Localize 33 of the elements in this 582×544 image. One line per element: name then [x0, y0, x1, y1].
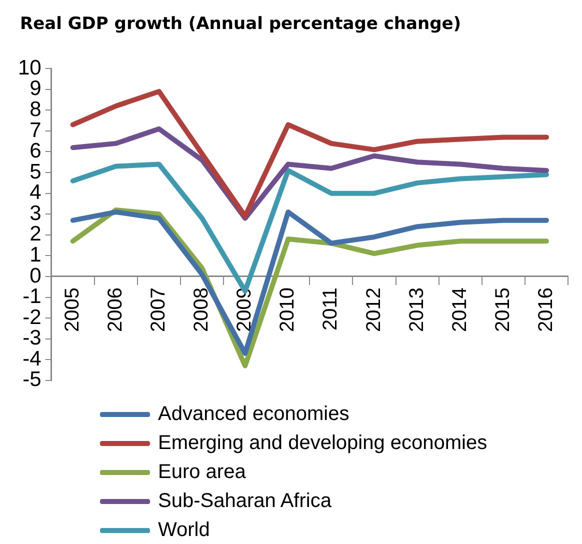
x-tick-label: 2011	[320, 287, 342, 330]
legend-label: Sub-Saharan Africa	[158, 490, 332, 513]
y-tick-label: 8	[30, 98, 42, 121]
x-tick-label: 2012	[362, 287, 385, 332]
y-tick-label: 1	[30, 243, 42, 266]
chart-title: Real GDP growth (Annual percentage change)	[20, 14, 462, 34]
y-tick-label: 9	[30, 77, 42, 100]
legend-label: Emerging and developing economies	[158, 432, 488, 455]
y-tick-label: 3	[30, 202, 42, 225]
x-tick-label: 2007	[148, 287, 170, 332]
y-tick-label: -3	[22, 326, 42, 350]
x-tick-label: 2014	[448, 287, 471, 332]
y-tick-label: 10	[18, 56, 42, 80]
x-tick-label: 2013	[406, 287, 428, 332]
x-tick-label: 2015	[492, 287, 514, 332]
x-tick-label: 2010	[276, 287, 299, 332]
x-tick-label: 2005	[61, 287, 84, 332]
y-tick-label: 6	[30, 140, 42, 163]
y-tick-label: 0	[30, 264, 42, 288]
y-tick-label: -1	[22, 285, 42, 308]
legend-label: Euro area	[158, 461, 246, 484]
y-tick-label: -2	[22, 306, 42, 329]
x-tick-label: 2006	[104, 287, 126, 332]
y-tick-label: -5	[22, 368, 42, 392]
y-tick-label: 7	[30, 118, 42, 142]
y-tick-label: 5	[30, 160, 42, 184]
y-tick-label: -4	[22, 347, 42, 370]
legend-label: World	[158, 519, 210, 542]
x-tick-label: 2016	[534, 287, 557, 332]
y-tick-label: 2	[30, 222, 42, 246]
y-tick-label: 4	[30, 181, 42, 204]
legend-label: Advanced economies	[158, 403, 350, 426]
x-tick-label: 2008	[190, 287, 213, 332]
